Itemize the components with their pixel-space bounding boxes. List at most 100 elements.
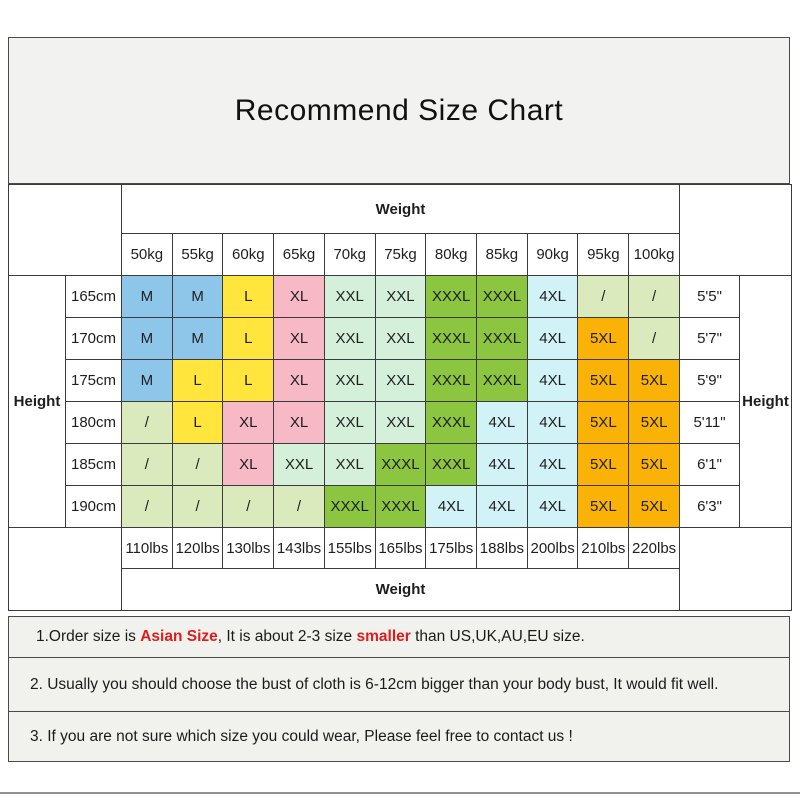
weight-kg-cell: 90kg	[526, 233, 579, 276]
weight-kg-row: 50kg 55kg 60kg 65kg 70kg 75kg 80kg 85kg 90kg 95kg…	[9, 233, 792, 276]
note-3-text: 3. If you are not sure which size you co…	[30, 727, 573, 745]
weight-kg-cell: 85kg	[476, 233, 528, 276]
height-cm-cell: 190cm	[65, 485, 122, 528]
size-cell: XXXL	[323, 485, 376, 528]
size-cell: 4XL	[425, 485, 478, 528]
weight-lbs-cell: 188lbs	[476, 527, 528, 569]
size-cell: XXXL	[476, 317, 528, 360]
size-cell: 5XL	[577, 401, 630, 444]
size-cell: 4XL	[476, 485, 528, 528]
height-cm-cell: 165cm	[65, 275, 122, 318]
size-cell: XXXL	[374, 485, 427, 528]
height-cm-cell: 170cm	[65, 317, 122, 360]
size-cell: XXL	[323, 275, 376, 318]
weight-kg-cell: 60kg	[222, 233, 275, 276]
size-cell: XXL	[323, 443, 376, 486]
corner-top-left	[8, 184, 122, 276]
size-row: 170cm M M L XL XXL XXL XXXL XXXL 4XL 5XL/5'7"	[9, 317, 792, 360]
height-cm-cell: 180cm	[65, 401, 122, 444]
weight-bottom-label: Weight	[121, 568, 680, 611]
size-cell: L	[222, 275, 275, 318]
size-cell: 4XL	[526, 359, 579, 402]
size-cell: /	[628, 317, 680, 360]
weight-header-row: Weight	[8, 184, 792, 276]
size-row: 180cm / L XL XL XXL XXL XXXL 4XL 4XL 5XL 5XL 5'11"	[9, 401, 792, 444]
bottom-divider	[0, 792, 800, 794]
size-cell: /	[222, 485, 275, 528]
size-cell: 4XL	[526, 485, 579, 528]
size-cell: XL	[222, 401, 275, 444]
size-cell: XXL	[323, 359, 376, 402]
height-cm-cell: 185cm	[65, 443, 122, 486]
weight-kg-cell: 70kg	[323, 233, 376, 276]
weight-lbs-cell: 130lbs	[222, 527, 275, 569]
size-cell: M	[121, 359, 173, 402]
size-cell: 4XL	[526, 401, 579, 444]
size-cell: 5XL	[628, 359, 680, 402]
size-cell: M	[121, 275, 173, 318]
size-cell: XXL	[374, 401, 427, 444]
size-cell: XL	[273, 275, 325, 318]
size-cell: /	[121, 401, 173, 444]
size-cell: 5XL	[577, 359, 630, 402]
height-ft-cell: 5'7"	[679, 317, 740, 360]
size-cell: XL	[273, 359, 325, 402]
weight-lbs-cell: 200lbs	[526, 527, 579, 569]
size-cell: XL	[273, 317, 325, 360]
size-cell: XXL	[374, 359, 427, 402]
size-cell: XXXL	[476, 359, 528, 402]
corner-bottom-right	[679, 527, 792, 611]
weight-lbs-row: 110lbs 120lbs 130lbs 143lbs 155lbs 165lbs 175l…	[8, 527, 792, 611]
weight-lbs-cell: 220lbs	[628, 527, 680, 569]
size-cell: XXL	[323, 401, 376, 444]
size-cell: /	[121, 443, 173, 486]
size-cell: M	[171, 317, 224, 360]
note-contact-us: 3. If you are not sure which size you co…	[8, 711, 790, 762]
height-ft-cell: 5'5"	[679, 275, 740, 318]
page-title: Recommend Size Chart	[234, 93, 564, 127]
size-row: 190cm / / / / XXXL XXXL 4XL 4XL 4XL 5XL 5XL 6'3"	[9, 485, 792, 528]
size-cell: XXXL	[374, 443, 427, 486]
corner-top-right	[679, 184, 792, 276]
size-cell: 4XL	[476, 401, 528, 444]
size-cell: L	[222, 317, 275, 360]
weight-top-label: Weight	[121, 184, 680, 234]
size-cell: 4XL	[526, 443, 579, 486]
size-cell: XXXL	[425, 275, 478, 318]
note-1-red-emphasis: Asian Size	[140, 628, 218, 645]
size-chart-table: Weight 50kg 55kg 60kg 65kg 70kg 75kg 80kg 85kg 9…	[8, 184, 792, 611]
height-ft-cell: 6'3"	[679, 485, 740, 528]
corner-bottom-left	[8, 527, 122, 611]
weight-lbs-cell: 120lbs	[171, 527, 224, 569]
height-ft-cell: 5'11"	[679, 401, 740, 444]
size-cell: XXXL	[425, 401, 478, 444]
size-cell: L	[171, 359, 224, 402]
size-row: 185cm / / XL XXL XXL XXXL XXXL 4XL 4XL 5XL 5XL 6'1"	[9, 443, 792, 486]
size-cell: 5XL	[577, 485, 630, 528]
size-cell: XL	[273, 401, 325, 444]
weight-footer-row: Weight	[9, 568, 792, 611]
weight-lbs-cell: 165lbs	[374, 527, 427, 569]
size-cell: /	[171, 443, 224, 486]
weight-lbs-cell: 155lbs	[323, 527, 376, 569]
size-cell: /	[171, 485, 224, 528]
size-cell: 5XL	[577, 317, 630, 360]
size-cell: XXL	[323, 317, 376, 360]
size-cell: M	[121, 317, 173, 360]
height-left-label: Height	[8, 275, 66, 528]
weight-lbs-cell: 110lbs	[121, 527, 173, 569]
size-cell: XXXL	[425, 359, 478, 402]
size-cell: /	[577, 275, 630, 318]
weight-lbs-cell: 210lbs	[577, 527, 630, 569]
size-row: 175cm M L L XL XXL XXL XXXL XXXL 4XL 5XL 5XL 5'9"	[9, 359, 792, 402]
size-cell: 5XL	[577, 443, 630, 486]
height-ft-cell: 6'1"	[679, 443, 740, 486]
size-cell: XL	[222, 443, 275, 486]
size-cell: L	[171, 401, 224, 444]
note-1-segment: than US,UK,AU,EU size.	[410, 628, 585, 645]
weight-kg-cell: 55kg	[171, 233, 224, 276]
weight-kg-cell: 65kg	[273, 233, 325, 276]
height-ft-cell: 5'9"	[679, 359, 740, 402]
size-cell: /	[628, 275, 680, 318]
height-right-label: Height	[739, 275, 792, 528]
